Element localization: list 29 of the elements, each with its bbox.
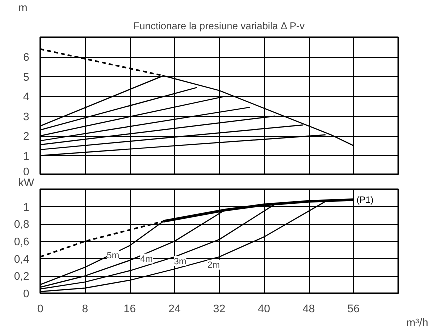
chart-title: Functionare la presiune variabila Δ P-v: [134, 22, 305, 32]
y-tick-label: 1: [23, 202, 30, 214]
y-axis-title: m: [18, 2, 28, 14]
y-tick-label: 1: [23, 150, 30, 163]
y-tick-label: 0: [23, 288, 30, 300]
x-tick-label: 56: [348, 304, 360, 316]
x-tick-label: 0: [37, 304, 44, 316]
x-tick-label: 40: [258, 304, 270, 316]
y-tick-label: 3: [23, 111, 30, 124]
series-label: (P1): [356, 194, 374, 205]
x-tick-label: 48: [302, 304, 316, 316]
y-tick-label: 4: [23, 92, 30, 104]
y-tick-label: 2: [23, 131, 30, 144]
x-tick-label: 24: [168, 304, 181, 316]
annotation: 4m: [140, 254, 154, 264]
x-tick-label: 8: [82, 304, 88, 316]
annotation: 5m: [106, 250, 120, 260]
x-axis-title: m³/h: [406, 318, 428, 329]
y-axis-title: kW: [18, 178, 35, 190]
y-tick-label: 0,8: [14, 219, 30, 232]
x-tick-label: 32: [213, 304, 226, 316]
y-tick-label: 6: [23, 52, 30, 64]
x-tick-label: 16: [124, 304, 136, 316]
y-tick-label: 0,2: [14, 271, 30, 284]
annotation: 3m: [174, 256, 187, 266]
y-tick-label: 0,4: [14, 254, 30, 266]
y-tick-label: 5: [23, 72, 30, 84]
annotation: 2m: [208, 260, 220, 270]
y-tick-label: 0,6: [14, 236, 30, 248]
